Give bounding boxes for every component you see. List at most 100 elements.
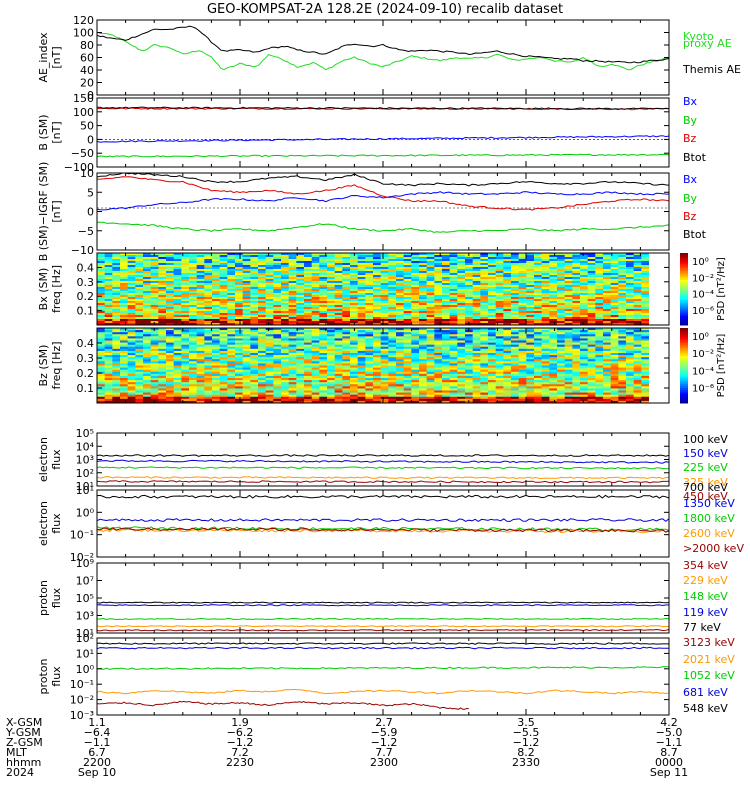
spectrogram-cell bbox=[196, 365, 205, 368]
spectrogram-cell bbox=[603, 267, 612, 270]
spectrogram-cell bbox=[227, 299, 236, 302]
spectrogram-cell bbox=[204, 334, 213, 337]
spectrogram-cell bbox=[204, 269, 213, 272]
spectrogram-cell bbox=[610, 283, 619, 286]
spectrogram-cell bbox=[242, 350, 251, 354]
spectrogram-cell bbox=[641, 263, 650, 266]
spectrogram-cell bbox=[112, 340, 121, 343]
spectrogram-cell bbox=[281, 263, 290, 266]
spectrogram-cell bbox=[173, 287, 182, 290]
spectrogram-cell bbox=[173, 261, 182, 264]
spectrogram-cell bbox=[580, 281, 589, 284]
spectrogram-cell bbox=[488, 289, 497, 292]
spectrogram-cell bbox=[434, 336, 443, 339]
spectrogram-cell bbox=[342, 361, 351, 364]
spectrogram-cell bbox=[311, 342, 320, 346]
spectrogram-cell bbox=[587, 365, 596, 368]
spectrogram-cell bbox=[633, 380, 642, 383]
spectrogram-cell bbox=[327, 315, 336, 318]
spectrogram-cell bbox=[104, 285, 113, 288]
spectrogram-cell bbox=[204, 369, 213, 373]
spectrogram-cell bbox=[434, 380, 443, 383]
spectrogram-cell bbox=[465, 311, 474, 314]
spectrogram-cell bbox=[403, 283, 412, 286]
spectrogram-cell bbox=[319, 269, 328, 272]
spectrogram-cell bbox=[641, 330, 650, 333]
spectrogram-cell bbox=[633, 297, 642, 300]
spectrogram-cell bbox=[633, 261, 642, 264]
spectrogram-cell bbox=[626, 289, 635, 292]
spectrogram-cell bbox=[564, 313, 573, 316]
spectrogram-cell bbox=[112, 315, 121, 318]
spectrogram-cell bbox=[212, 380, 221, 383]
spectrogram-cell bbox=[488, 353, 497, 356]
spectrogram-cell bbox=[587, 291, 596, 294]
spectrogram-cell bbox=[511, 315, 520, 318]
spectrogram-cell bbox=[296, 291, 305, 294]
spectrogram-cell bbox=[449, 267, 458, 270]
spectrogram-cell bbox=[166, 369, 175, 373]
spectrogram-cell bbox=[633, 299, 642, 302]
spectrogram-cell bbox=[311, 334, 320, 337]
spectrogram-cell bbox=[449, 281, 458, 284]
spectrogram-cell bbox=[380, 293, 389, 296]
spectrogram-cell bbox=[143, 321, 152, 324]
spectrogram-cell bbox=[564, 321, 573, 324]
colorbar-cell bbox=[680, 307, 688, 310]
spectrogram-cell bbox=[419, 357, 428, 360]
spectrogram-cell bbox=[587, 336, 596, 339]
spectrogram-cell bbox=[603, 382, 612, 385]
spectrogram-cell bbox=[633, 344, 642, 348]
spectrogram-cell bbox=[633, 273, 642, 276]
spectrogram-cell bbox=[334, 291, 343, 294]
spectrogram-cell bbox=[541, 273, 550, 276]
spectrogram-cell bbox=[196, 253, 205, 256]
spectrogram-cell bbox=[557, 297, 566, 300]
spectrogram-cell bbox=[626, 336, 635, 339]
spectrogram-cell bbox=[495, 340, 504, 343]
spectrogram-cell bbox=[196, 291, 205, 294]
spectrogram-cell bbox=[641, 291, 650, 294]
spectrogram-cell bbox=[235, 336, 244, 339]
spectrogram-cell bbox=[403, 348, 412, 352]
spectrogram-cell bbox=[442, 353, 451, 356]
spectrogram-cell bbox=[166, 336, 175, 339]
spectrogram-cell bbox=[104, 353, 113, 356]
spectrogram-cell bbox=[595, 321, 604, 324]
spectrogram-cell bbox=[603, 328, 612, 331]
spectrogram-cell bbox=[426, 285, 435, 288]
spectrogram-cell bbox=[564, 315, 573, 318]
spectrogram-cell bbox=[610, 361, 619, 364]
spectrogram-cell bbox=[557, 289, 566, 292]
spectrogram-cell bbox=[104, 386, 113, 389]
spectrogram-cell bbox=[219, 378, 228, 381]
spectrogram-cell bbox=[173, 384, 182, 387]
spectrogram-cell bbox=[465, 334, 474, 337]
spectrogram-cell bbox=[166, 334, 175, 337]
spectrogram-cell bbox=[442, 355, 451, 358]
spectrogram-cell bbox=[541, 321, 550, 324]
spectrogram-cell bbox=[449, 361, 458, 364]
spectrogram-cell bbox=[580, 336, 589, 339]
spectrogram-cell bbox=[434, 271, 443, 274]
spectrogram-cell bbox=[518, 342, 527, 346]
colorbar-cell bbox=[680, 265, 688, 268]
spectrogram-cell bbox=[518, 279, 527, 282]
spectrogram-cell bbox=[104, 263, 113, 266]
spectrogram-cell bbox=[127, 328, 136, 331]
spectrogram-cell bbox=[534, 271, 543, 274]
spectrogram-cell bbox=[641, 259, 650, 262]
spectrogram-cell bbox=[449, 334, 458, 337]
spectrogram-cell bbox=[603, 293, 612, 296]
spectrogram-cell bbox=[365, 344, 374, 348]
spectrogram-cell bbox=[296, 321, 305, 324]
spectrogram-cell bbox=[442, 340, 451, 343]
spectrogram-cell bbox=[411, 301, 420, 304]
spectrogram-cell bbox=[227, 269, 236, 272]
spectrogram-cell bbox=[610, 367, 619, 371]
spectrogram-cell bbox=[304, 287, 313, 290]
spectrogram-cell bbox=[595, 338, 604, 341]
spectrogram-cell bbox=[365, 261, 374, 264]
spectrogram-cell bbox=[495, 363, 504, 366]
spectrogram-cell bbox=[603, 340, 612, 343]
